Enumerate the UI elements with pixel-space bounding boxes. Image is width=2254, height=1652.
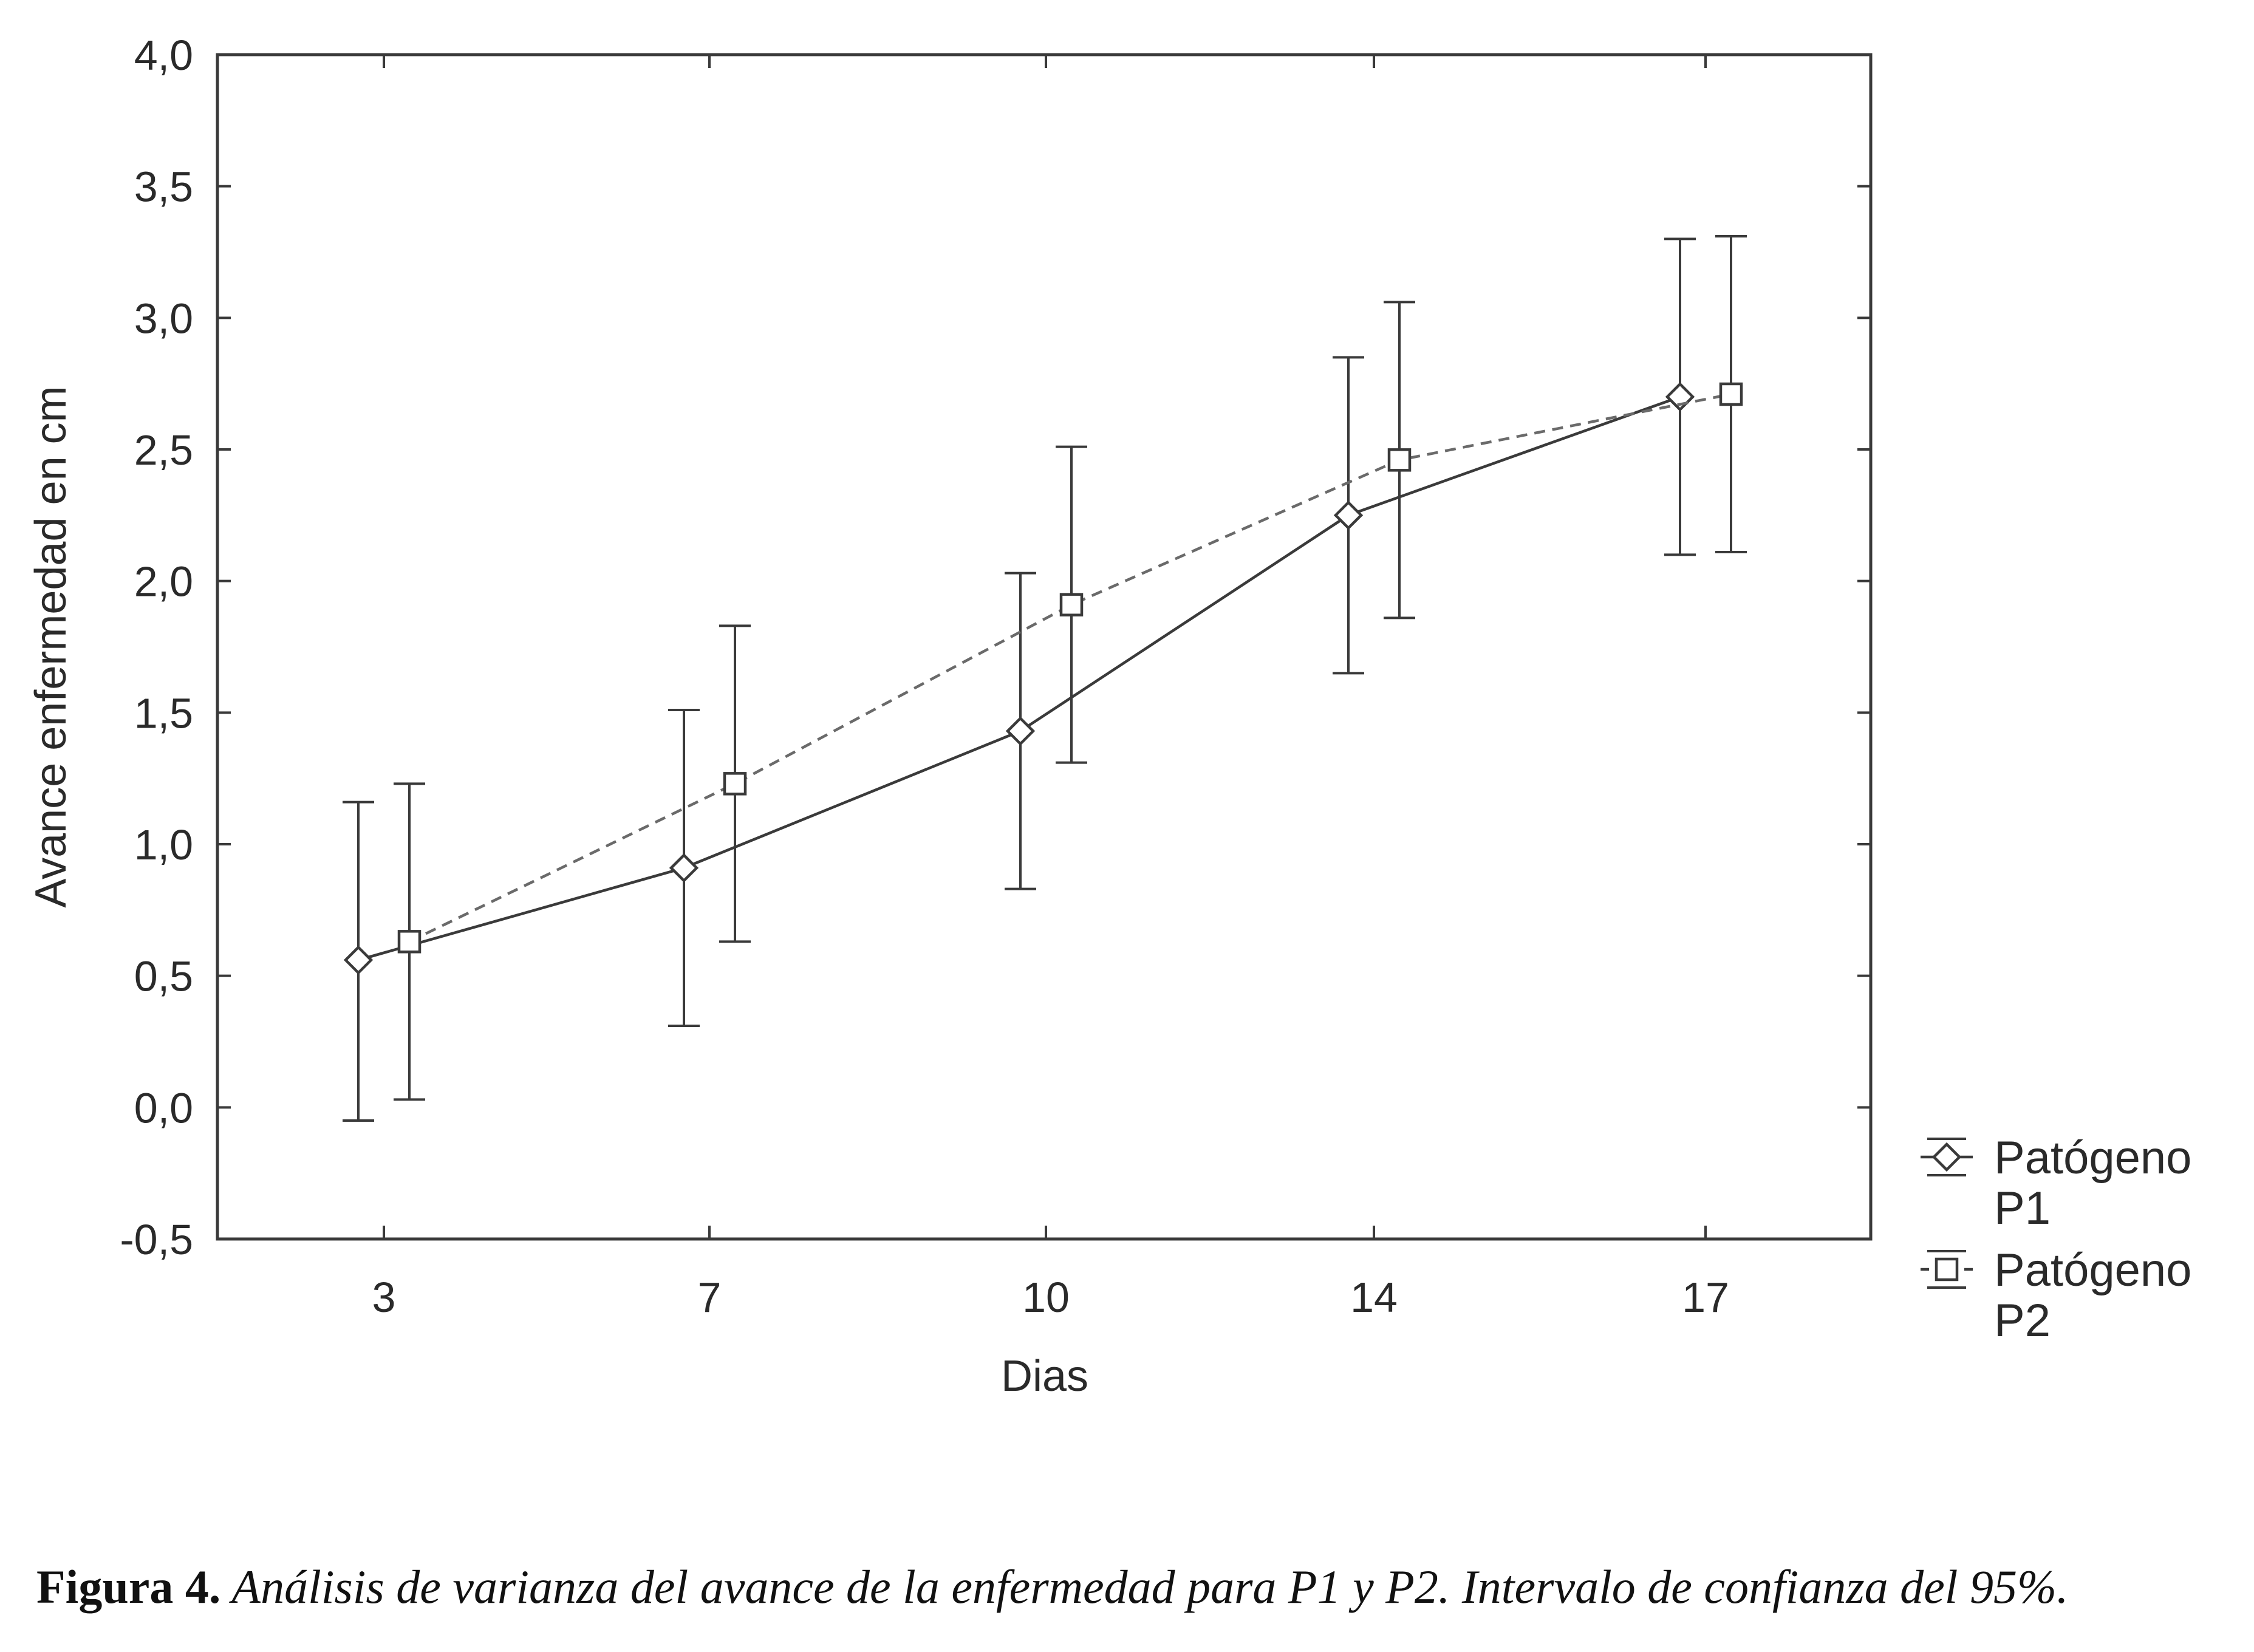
legend-label-line2: P2 (1994, 1295, 2051, 1347)
y-tick-label: 3,0 (134, 295, 193, 342)
series-2 (394, 235, 1747, 1101)
data-point-1 (1005, 716, 1036, 746)
legend-marker (1935, 1257, 1959, 1282)
legend-marker (1931, 1142, 1962, 1172)
y-tick-label: 3,5 (134, 163, 193, 211)
y-axis-title: Avance enfermedad en cm (27, 386, 75, 907)
x-tick-label: 7 (698, 1274, 722, 1321)
data-point-1 (669, 853, 699, 883)
x-axis-ticks: 3 7 10 14 17 (372, 55, 1729, 1321)
y-tick-label: 1,5 (134, 689, 193, 737)
data-point-2 (397, 930, 422, 954)
figure-caption: Figura 4. Análisis de varianza del avanc… (36, 1560, 2223, 1614)
y-tick-label: 0,0 (134, 1084, 193, 1131)
legend-label-line1: Patógeno (1994, 1132, 2191, 1184)
legend-label-line2: P1 (1994, 1183, 2051, 1234)
y-tick-label: 0,5 (134, 953, 193, 1000)
y-tick-label: 2,0 (134, 558, 193, 606)
data-point-2 (1059, 593, 1084, 616)
y-axis-ticks: 4,0 3,5 3,0 2,5 2,0 1,5 1,0 0,5 0,0 -0,5 (120, 32, 1871, 1263)
series-line-2 (409, 392, 1732, 943)
data-point-2 (1387, 448, 1412, 472)
series-layer (343, 235, 1747, 1122)
x-axis-title: Dias (1001, 1352, 1088, 1401)
caption-label: Figura 4. (36, 1560, 221, 1613)
y-tick-label: 4,0 (134, 32, 193, 79)
x-tick-label: 14 (1350, 1274, 1398, 1321)
x-tick-label: 10 (1022, 1274, 1070, 1321)
data-point-1 (343, 945, 374, 975)
y-tick-label: -0,5 (120, 1216, 193, 1263)
x-tick-label: 3 (372, 1274, 396, 1321)
data-point-2 (1719, 382, 1743, 406)
plot-frame (216, 53, 1873, 1241)
data-point-2 (723, 772, 747, 796)
line-chart: 4,0 3,5 3,0 2,5 2,0 1,5 1,0 0,5 0,0 -0,5 3 7 10 14 17… (27, 32, 2191, 1401)
series-1 (343, 237, 1696, 1122)
y-tick-label: 1,0 (134, 821, 193, 869)
y-tick-label: 2,5 (134, 426, 193, 474)
data-point-1 (1333, 500, 1364, 530)
legend-label-line1: Patógeno (1994, 1244, 2191, 1296)
caption-text: Análisis de varianza del avance de la en… (220, 1560, 2069, 1613)
x-tick-label: 17 (1682, 1274, 1729, 1321)
data-point-1 (1665, 382, 1695, 412)
